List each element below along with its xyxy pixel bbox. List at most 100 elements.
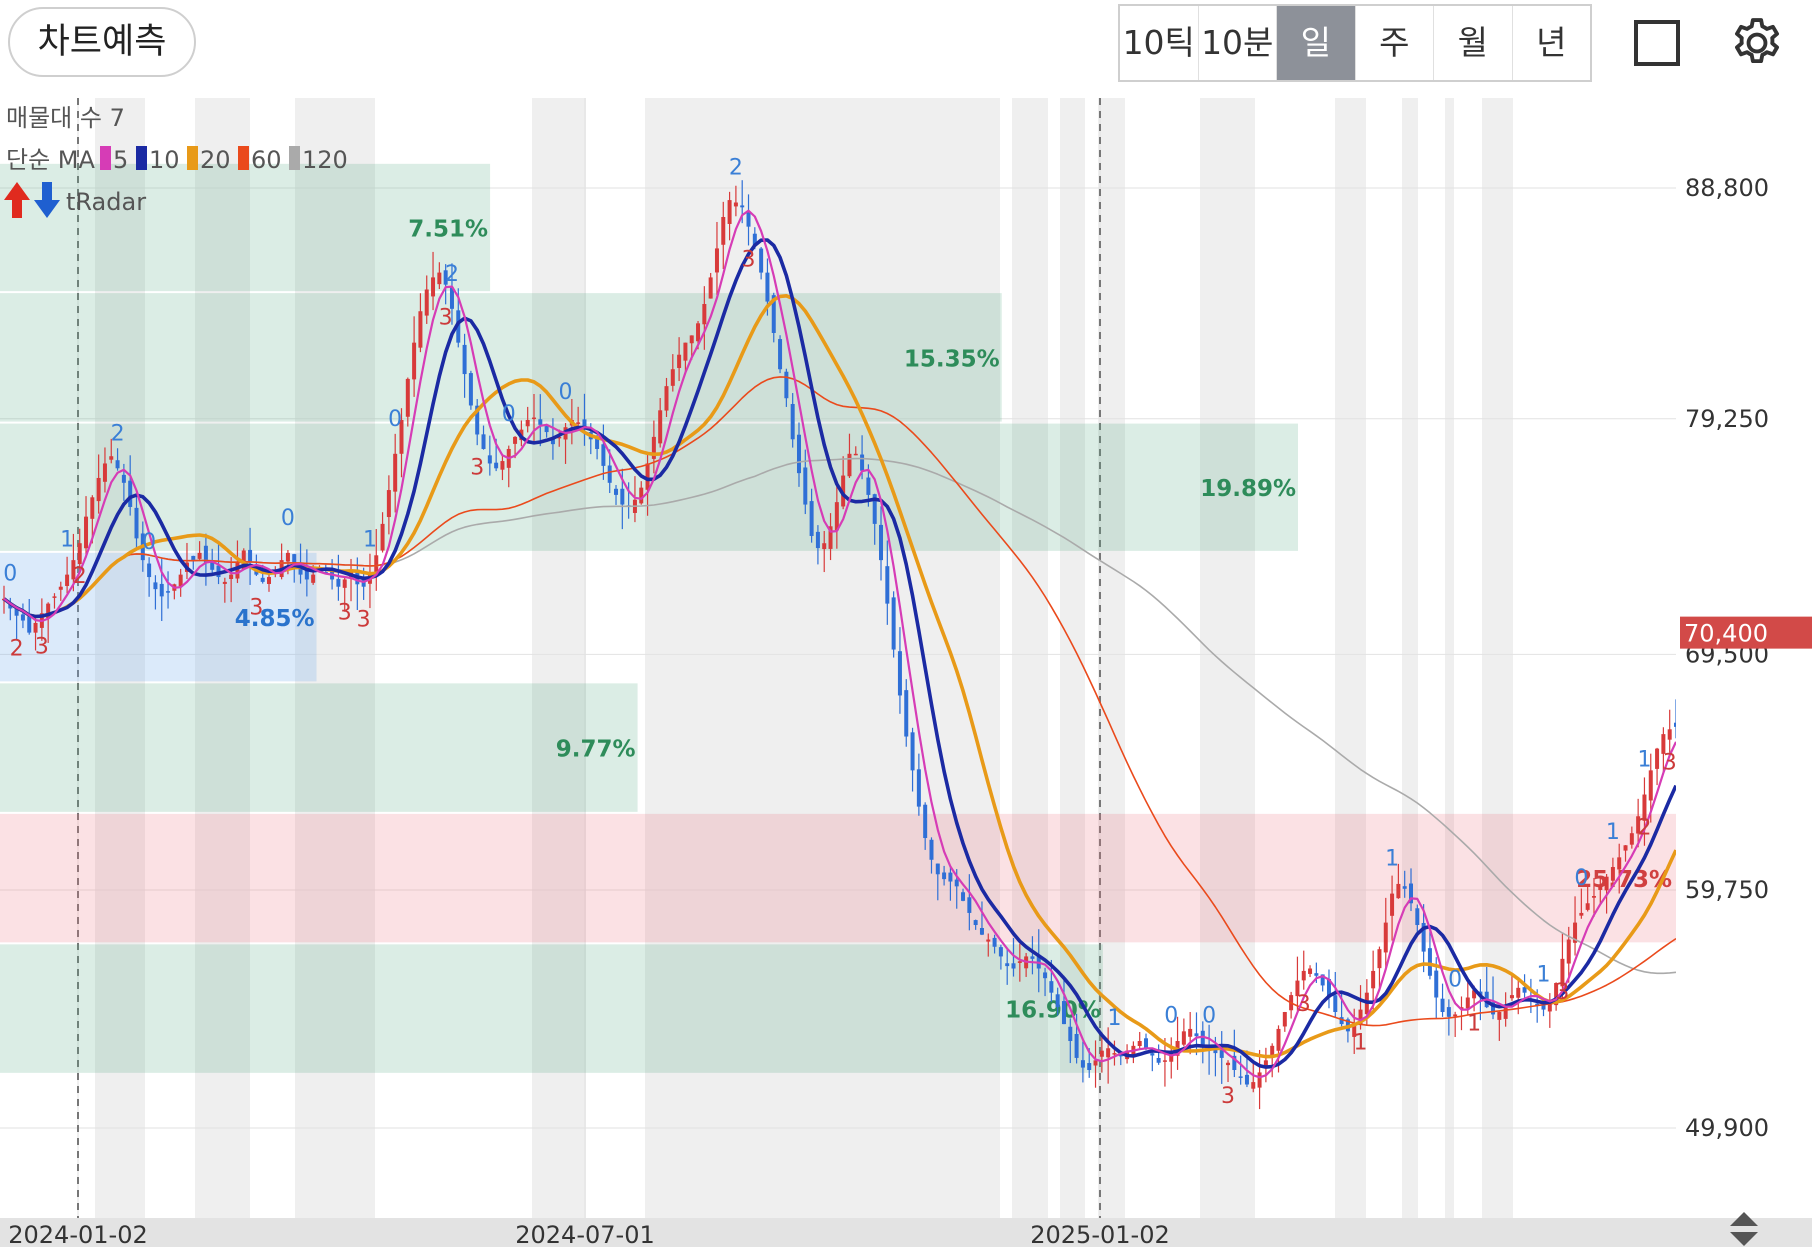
candle-body	[304, 568, 309, 580]
ma-60-line	[3, 376, 1677, 1027]
candlestick-chart[interactable]: 7.51%15.35%19.89%4.85%9.77%25.73%16.90% …	[0, 96, 1812, 1249]
volume-profile-bar	[0, 813, 1676, 943]
candle-body	[1610, 867, 1615, 881]
candle-body	[1276, 1028, 1281, 1051]
candle-body	[412, 342, 417, 380]
candle-body	[923, 804, 928, 839]
candle-body	[746, 212, 751, 227]
candle-body	[1472, 990, 1477, 999]
candle-body	[557, 436, 562, 439]
candle-body	[834, 502, 839, 531]
period-tab-month[interactable]: 월	[1434, 6, 1513, 80]
date-tick-label: 2024-07-01	[515, 1221, 654, 1247]
candle-body	[443, 270, 448, 285]
period-tab-week[interactable]: 주	[1356, 6, 1434, 80]
shade-band	[195, 98, 250, 1218]
period-tab-year[interactable]: 년	[1536, 23, 1567, 62]
candle-body	[462, 344, 467, 375]
candle-body	[1093, 1060, 1098, 1066]
trend-marker-blue: 1	[363, 528, 377, 553]
trend-marker-blue: 2	[445, 262, 459, 287]
candle-body	[1087, 1063, 1092, 1071]
arrow-up-icon	[4, 182, 30, 218]
candle-body	[513, 436, 518, 444]
candle-body	[860, 454, 865, 471]
fullscreen-square-icon[interactable]	[1634, 20, 1680, 66]
candle-body	[1314, 973, 1319, 976]
shade-band	[532, 98, 586, 1218]
candle-body	[475, 405, 480, 435]
date-tick-label: 2025-01-02	[1030, 1221, 1169, 1247]
candle-body	[1326, 978, 1331, 998]
candle-body	[1547, 999, 1552, 1012]
candle-body	[1232, 1055, 1237, 1071]
candle-body	[1459, 1007, 1464, 1009]
period-tab-10tick[interactable]: 10틱	[1120, 6, 1199, 80]
candle-body	[1604, 876, 1609, 891]
candle-body	[1598, 886, 1603, 890]
candle-body	[910, 732, 915, 771]
candle-body	[1162, 1060, 1167, 1062]
trend-marker-red: 1	[1467, 1011, 1481, 1036]
candle-body	[393, 453, 398, 492]
candle-body	[866, 477, 871, 495]
candle-body	[58, 586, 63, 590]
candle-body	[1636, 816, 1641, 834]
candle-body	[1648, 770, 1653, 801]
candle-body	[961, 892, 966, 901]
gear-icon[interactable]	[1728, 14, 1786, 72]
candle-body	[449, 287, 454, 309]
candle-body	[1623, 845, 1628, 851]
trend-marker-red: 3	[1221, 1084, 1235, 1109]
candle-body	[1535, 1003, 1540, 1006]
candle-body	[1579, 912, 1584, 916]
candle-body	[847, 453, 852, 477]
candle-body	[778, 339, 783, 370]
candle-body	[1465, 997, 1470, 1009]
candle-body	[65, 574, 70, 586]
candle-body	[1043, 972, 1048, 979]
trend-marker-blue: 0	[388, 407, 402, 432]
candle-body	[147, 563, 152, 578]
candle-body	[14, 608, 19, 616]
candle-body	[1270, 1045, 1275, 1058]
volume-profile-bar	[0, 552, 317, 682]
candle-body	[468, 373, 473, 406]
candle-body	[216, 565, 221, 578]
candle-body	[1068, 1026, 1073, 1042]
ma-5-swatch	[100, 146, 111, 170]
candle-body	[1667, 729, 1672, 740]
shade-band	[1012, 98, 1048, 1218]
shading-bands	[95, 98, 1513, 1218]
candle-body	[1617, 857, 1622, 870]
chart-area[interactable]: 7.51% 15.35% 19.89% 4.85% 9.77% 25.73% 16.90% …	[0, 96, 1812, 1249]
price-tick-label: 49,900	[1685, 1114, 1769, 1142]
candle-body	[1017, 961, 1022, 963]
candle-body	[1106, 1048, 1111, 1058]
volume-profile: 7.51%15.35%19.89%4.85%9.77%25.73%16.90%	[0, 163, 1676, 1073]
candle-body	[1156, 1058, 1161, 1063]
trend-marker-red: 3	[1555, 980, 1569, 1005]
candle-body	[311, 574, 316, 583]
period-tab-day[interactable]: 일	[1277, 6, 1356, 80]
candle-body	[487, 455, 492, 464]
candle-body	[27, 616, 32, 633]
ma-120-legend: 120	[302, 146, 348, 174]
shade-band	[1060, 98, 1085, 1218]
candle-body	[1011, 963, 1016, 969]
candle-body	[260, 577, 265, 582]
candle-body	[1219, 1049, 1224, 1058]
ma-20-legend: 20	[200, 146, 231, 174]
trend-marker-red: 3	[470, 455, 484, 480]
period-tab-10min[interactable]: 10분	[1199, 6, 1277, 80]
candle-body	[1112, 1053, 1117, 1055]
candle-body	[998, 947, 1003, 957]
chart-predict-button[interactable]: 차트예측	[8, 7, 196, 77]
candle-body	[380, 523, 385, 551]
candle-body	[696, 323, 701, 342]
candle-body	[853, 453, 858, 456]
candle-body	[248, 549, 253, 563]
trend-marker-red: 1	[1354, 1031, 1368, 1056]
current-price-label: 70,400	[1684, 620, 1768, 648]
